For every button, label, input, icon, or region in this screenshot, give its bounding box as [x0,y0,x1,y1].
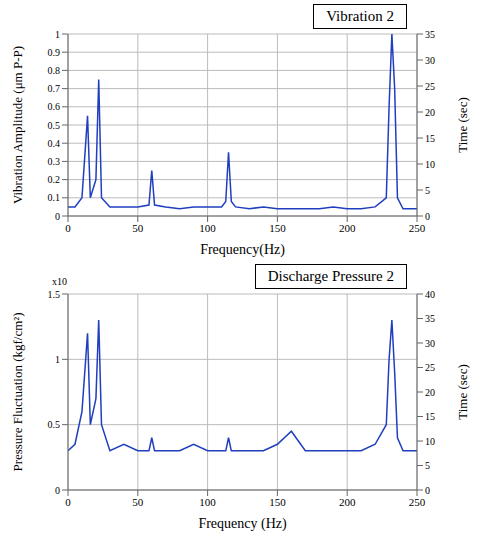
svg-text:25: 25 [425,81,435,92]
svg-text:0: 0 [65,222,71,234]
svg-text:50: 50 [132,222,144,234]
svg-text:0: 0 [55,211,60,222]
svg-text:0.7: 0.7 [48,83,61,94]
svg-text:10: 10 [425,436,435,447]
html-text:x10: x10 [52,276,67,287]
svg-text:0.1: 0.1 [48,192,61,203]
svg-text:250: 250 [409,222,426,234]
svg-text:1: 1 [55,29,60,40]
svg-text:0.6: 0.6 [48,101,61,112]
svg-text:Frequency (Hz): Frequency (Hz) [198,516,287,532]
svg-text:200: 200 [339,222,356,234]
svg-text:20: 20 [425,107,435,118]
svg-text:35: 35 [425,29,435,40]
svg-text:40: 40 [425,289,435,300]
svg-text:30: 30 [425,338,435,349]
svg-text:200: 200 [339,496,356,508]
svg-text:0.5: 0.5 [48,120,61,131]
svg-text:50: 50 [132,496,144,508]
svg-text:Frequency(Hz): Frequency(Hz) [200,242,285,258]
svg-text:15: 15 [425,133,435,144]
svg-text:25: 25 [425,362,435,373]
svg-text:100: 100 [199,496,216,508]
svg-text:30: 30 [425,55,435,66]
svg-text:0: 0 [425,485,430,496]
svg-text:Time (sec): Time (sec) [455,97,470,153]
svg-text:0.5: 0.5 [48,419,61,430]
svg-text:Time (sec): Time (sec) [455,364,470,420]
html-text:Vibration 2: Vibration 2 [326,8,394,24]
svg-text:5: 5 [425,460,430,471]
svg-text:15: 15 [425,411,435,422]
svg-text:1.5: 1.5 [48,289,61,300]
svg-text:35: 35 [425,313,435,324]
svg-text:20: 20 [425,387,435,398]
svg-text:0.8: 0.8 [48,65,61,76]
svg-text:5: 5 [425,185,430,196]
svg-text:0: 0 [65,496,71,508]
svg-text:0.4: 0.4 [48,138,61,149]
svg-text:Pressure Fluctuation (kgf/cm²): Pressure Fluctuation (kgf/cm²) [10,312,25,471]
svg-text:0: 0 [425,211,430,222]
svg-text:1: 1 [55,354,60,365]
html-text:Discharge Pressure 2: Discharge Pressure 2 [267,268,394,284]
svg-text:100: 100 [199,222,216,234]
svg-text:150: 150 [269,222,286,234]
svg-text:150: 150 [269,496,286,508]
svg-text:10: 10 [425,159,435,170]
svg-text:Vibration Amplitude (μm P-P): Vibration Amplitude (μm P-P) [10,46,25,204]
svg-text:0.3: 0.3 [48,156,61,167]
svg-text:250: 250 [409,496,426,508]
svg-text:0.2: 0.2 [48,174,61,185]
svg-text:0: 0 [55,485,60,496]
svg-text:0.9: 0.9 [48,47,61,58]
